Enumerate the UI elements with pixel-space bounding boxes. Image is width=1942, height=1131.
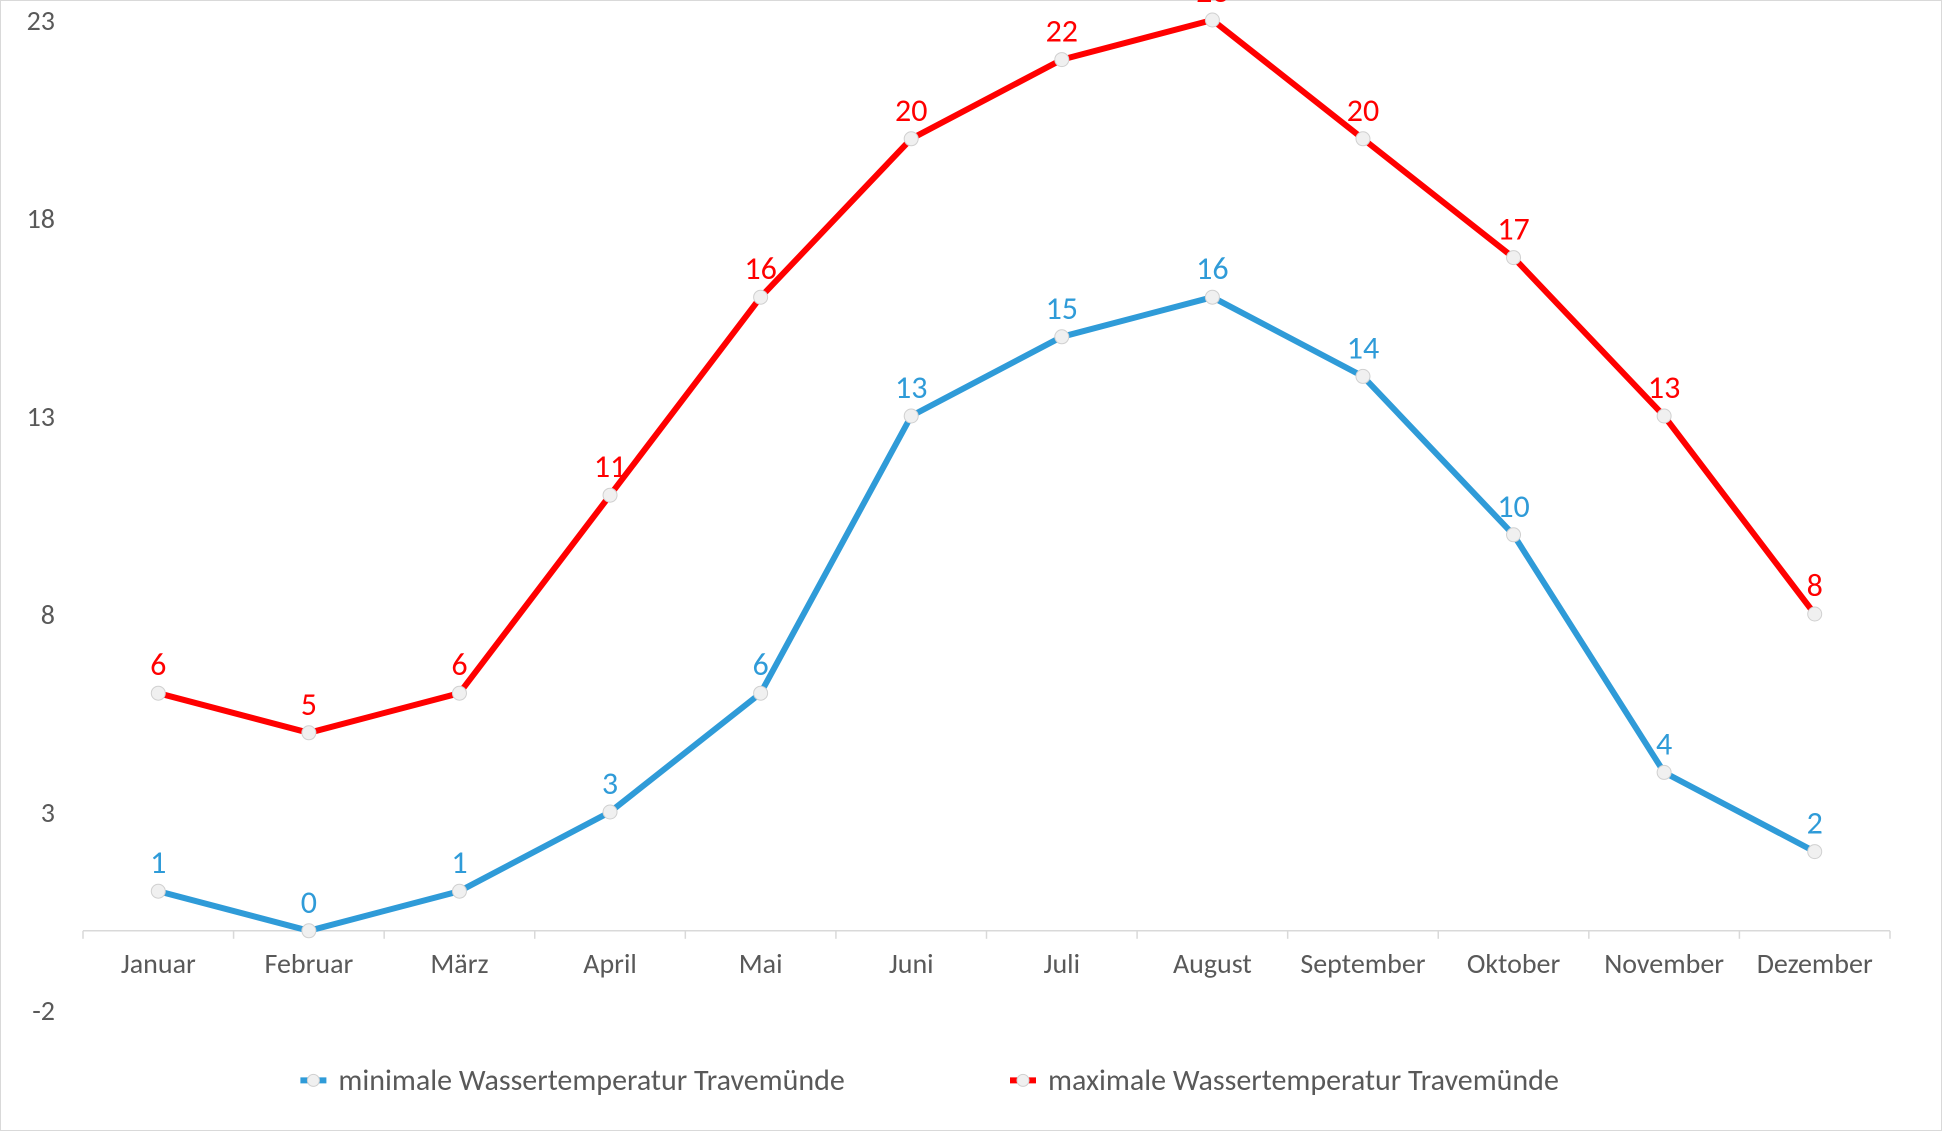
data-label-max: 16 [744, 249, 776, 288]
series-marker-max [1205, 13, 1219, 27]
legend-marker-dot [1017, 1074, 1029, 1086]
data-label-max: 17 [1497, 210, 1529, 249]
x-tick-label: Oktober [1467, 946, 1561, 981]
data-label-min: 16 [1196, 249, 1228, 288]
chart-svg: Januar Februar März April Mai Juni Juli August S… [0, 0, 1942, 1131]
y-tick-label: 3 [41, 795, 55, 830]
data-label-max: 13 [1648, 368, 1680, 407]
x-tick-label: November [1604, 946, 1724, 981]
series-marker-max [1657, 409, 1671, 423]
series-marker-min [603, 805, 617, 819]
series-marker-min [302, 924, 316, 938]
series-marker-min [1657, 765, 1671, 779]
data-label-min: 13 [895, 368, 927, 407]
series-marker-min [754, 686, 768, 700]
series-marker-max [1055, 53, 1069, 67]
series-marker-max [754, 290, 768, 304]
data-label-max: 11 [594, 447, 626, 486]
series-marker-max [1808, 607, 1822, 621]
data-label-min: 3 [602, 764, 618, 803]
y-tick-label: -2 [32, 993, 55, 1028]
data-label-min: 15 [1046, 289, 1078, 328]
legend-label: minimale Wassertemperatur Travemünde [338, 1062, 844, 1099]
series-marker-max [603, 488, 617, 502]
x-tick-label: Juli [1044, 946, 1081, 981]
y-tick-label: 13 [27, 399, 55, 434]
series-marker-max [452, 686, 466, 700]
legend-label: maximale Wassertemperatur Travemünde [1048, 1062, 1559, 1099]
legend-marker-dot [307, 1074, 319, 1086]
series-marker-min [1356, 369, 1370, 383]
series-marker-max [904, 132, 918, 146]
data-label-min: 6 [753, 645, 769, 684]
series-marker-min [904, 409, 918, 423]
x-tick-label: August [1173, 946, 1252, 981]
x-tick-label: Juni [889, 946, 934, 981]
series-marker-max [302, 726, 316, 740]
series-marker-max [151, 686, 165, 700]
x-tick-label: März [430, 946, 488, 981]
x-tick-label: September [1300, 946, 1425, 981]
data-label-min: 1 [451, 843, 467, 882]
data-label-min: 14 [1347, 328, 1379, 367]
series-marker-max [1507, 251, 1521, 265]
data-label-min: 2 [1807, 804, 1823, 843]
series-marker-min [1055, 330, 1069, 344]
series-marker-min [452, 884, 466, 898]
x-tick-label: Februar [265, 946, 354, 981]
series-marker-min [151, 884, 165, 898]
data-label-max: 20 [895, 91, 927, 130]
series-marker-min [1205, 290, 1219, 304]
data-label-min: 1 [150, 843, 166, 882]
series-marker-min [1808, 845, 1822, 859]
data-label-min: 0 [301, 883, 317, 922]
data-label-max: 20 [1347, 91, 1379, 130]
series-marker-max [1356, 132, 1370, 146]
y-tick-label: 18 [27, 201, 55, 236]
y-tick-label: 8 [41, 597, 55, 632]
data-label-max: 23 [1196, 0, 1228, 11]
data-label-min: 10 [1497, 487, 1529, 526]
data-label-max: 22 [1046, 12, 1078, 51]
data-label-max: 6 [150, 645, 166, 684]
data-label-max: 8 [1807, 566, 1823, 605]
data-label-max: 6 [451, 645, 467, 684]
y-tick-label: 23 [27, 3, 55, 38]
x-tick-label: Januar [121, 946, 196, 981]
x-tick-label: Dezember [1757, 946, 1873, 981]
data-label-max: 5 [301, 685, 317, 724]
data-label-min: 4 [1656, 724, 1672, 763]
water-temperature-chart: Januar Februar März April Mai Juni Juli August S… [0, 0, 1942, 1131]
series-marker-min [1507, 528, 1521, 542]
x-tick-label: Mai [739, 946, 783, 981]
x-tick-label: April [583, 946, 637, 981]
